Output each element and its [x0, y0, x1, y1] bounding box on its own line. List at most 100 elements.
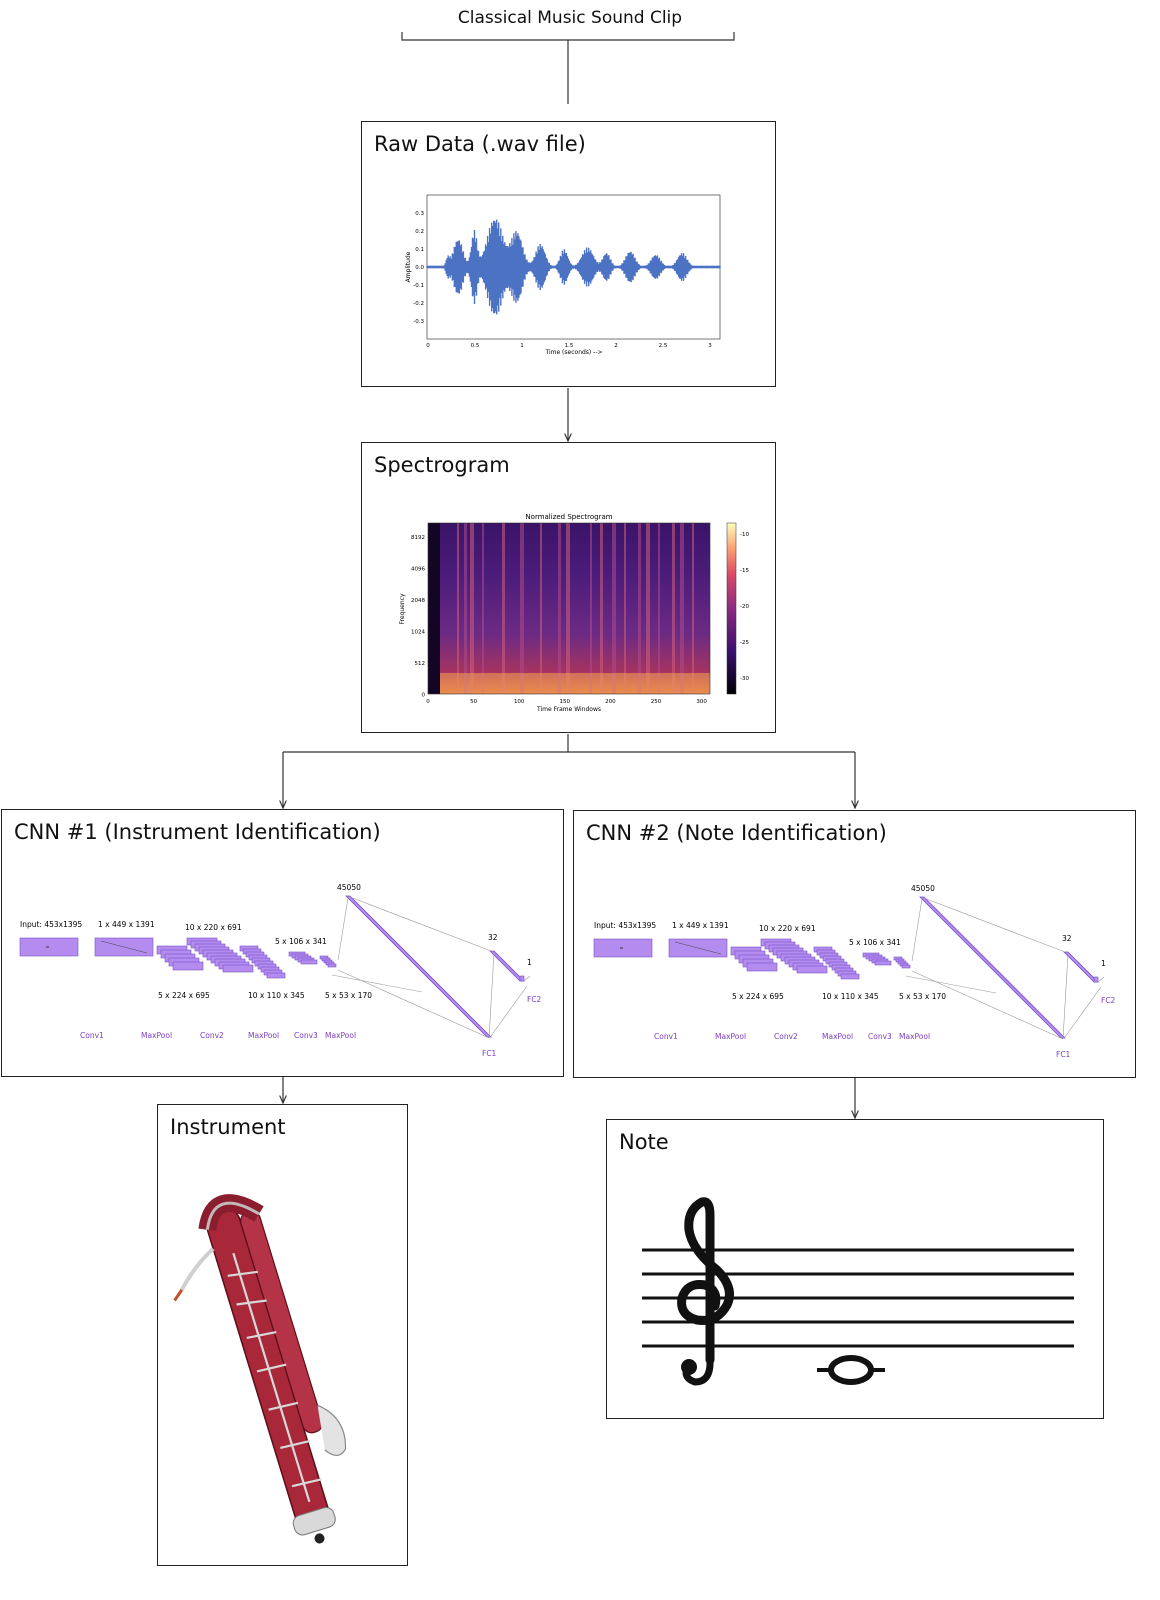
conv-stack-c — [300, 959, 318, 965]
pool-stack-c — [901, 964, 911, 969]
cnn2-box: CNN #2 (Note Identification) Input: 453x… — [573, 810, 1136, 1078]
raw-y-tick: -0.3 — [413, 319, 424, 325]
spectrogram-band — [600, 523, 603, 694]
cnn2-fc1-size: 45050 — [911, 884, 935, 893]
staff-notation — [642, 1197, 1074, 1386]
cnn2-out-size: 1 — [1101, 959, 1106, 968]
spectrogram-band — [464, 523, 467, 694]
spec-y-tick: 512 — [415, 661, 426, 667]
cnn2-l4-label: 5 x 224 x 695 — [732, 992, 784, 1001]
spectrogram-band — [502, 523, 505, 694]
cnn2-l6-label: 5 x 53 x 170 — [899, 992, 946, 1001]
cnn1-op-conv3: Conv3 — [294, 1031, 318, 1040]
spectrogram-band — [482, 523, 484, 694]
raw-x-tick: 0.5 — [471, 343, 480, 349]
spec-y-tick: 8192 — [411, 535, 425, 541]
waveform-trace — [426, 219, 721, 315]
fc1-layer — [919, 896, 1066, 1039]
cnn1-l5-label: 10 x 110 x 345 — [248, 991, 305, 1000]
spectrogram-band — [590, 523, 592, 694]
cnn2-op-conv3: Conv3 — [868, 1032, 892, 1041]
cnn1-op-conv2: Conv2 — [200, 1031, 224, 1040]
raw-data-title: Raw Data (.wav file) — [374, 132, 586, 156]
spectrogram-band — [692, 523, 694, 694]
spec-x-label: Time Frame Windows — [536, 706, 601, 713]
spec-x-ticks: 0 50 100 150 200 250 300 — [426, 699, 707, 705]
cnn2-l2-label: 10 x 220 x 691 — [759, 924, 816, 933]
spec-y-label: Frequency — [399, 593, 406, 624]
waveform-series — [426, 219, 721, 315]
pool-stack-c — [327, 963, 337, 968]
cnn2-op-conv2: Conv2 — [774, 1032, 798, 1041]
raw-x-tick: 2 — [614, 343, 618, 349]
conv-stack-a — [746, 962, 778, 972]
spectrogram-band — [612, 523, 616, 694]
cnn1-op-conv1: Conv1 — [80, 1031, 104, 1040]
spectrogram-band — [540, 523, 542, 694]
waveform-plot: 0.3 0.2 0.1 0.0 -0.1 -0.2 -0.3 0 0.5 1 1.5 2 2.5 3 A… — [405, 194, 721, 356]
note-box: Note — [606, 1119, 1104, 1419]
cnn2-op-maxpool3: MaxPool — [899, 1032, 930, 1041]
spec-x-tick: 50 — [470, 699, 477, 705]
colorbar-tick: -30 — [740, 676, 749, 682]
note-title: Note — [619, 1130, 669, 1154]
raw-y-tick: 0.2 — [415, 229, 424, 235]
cnn1-title: CNN #1 (Instrument Identification) — [14, 820, 381, 844]
spectrogram-band — [646, 523, 650, 694]
fc2-layer — [489, 950, 525, 982]
cnn2-network-shapes — [593, 896, 1105, 1040]
treble-clef-icon — [677, 1197, 734, 1386]
cnn1-network-shapes — [19, 895, 531, 1039]
colorbar-tick: -20 — [740, 604, 749, 610]
cnn1-architecture: Input: 453x1395 1 x 449 x 1391 10 x 220 … — [19, 883, 542, 1058]
raw-y-ticks: 0.3 0.2 0.1 0.0 -0.1 -0.2 -0.3 — [413, 211, 424, 325]
cnn1-l1-label: 1 x 449 x 1391 — [98, 920, 155, 929]
raw-x-tick: 2.5 — [659, 343, 668, 349]
cnn1-fc2-size: 32 — [488, 933, 498, 942]
raw-y-tick: 0.1 — [415, 247, 424, 253]
cnn1-op-maxpool1: MaxPool — [141, 1031, 172, 1040]
raw-x-ticks: 0 0.5 1 1.5 2 2.5 3 — [426, 343, 712, 349]
raw-x-tick: 1.5 — [565, 343, 574, 349]
spectrogram-box: Spectrogram Normalized Spectrogram — [361, 442, 776, 733]
raw-y-tick: -0.1 — [413, 283, 424, 289]
raw-data-box: Raw Data (.wav file) 0.3 0.2 0.1 0.0 -0.1 -0.… — [361, 121, 776, 387]
output-layer — [519, 975, 525, 982]
spectrogram-bright-bands — [440, 523, 710, 694]
cnn2-l3-label: 5 x 106 x 341 — [849, 938, 901, 947]
cnn2-l5-label: 10 x 110 x 345 — [822, 992, 879, 1001]
bassoon-image — [173, 1194, 347, 1544]
raw-x-tick: 3 — [708, 343, 712, 349]
colorbar-tick: -10 — [740, 532, 749, 538]
cnn1-l6-label: 5 x 53 x 170 — [325, 991, 372, 1000]
cnn2-title: CNN #2 (Note Identification) — [586, 821, 887, 845]
spectrogram-band — [638, 523, 641, 694]
raw-y-tick: 0.3 — [415, 211, 424, 217]
spectrogram-band — [680, 523, 684, 694]
raw-y-tick: -0.2 — [413, 301, 424, 307]
spectrogram-title: Spectrogram — [374, 453, 510, 477]
cnn1-op-maxpool3: MaxPool — [325, 1031, 356, 1040]
fc1-layer — [345, 895, 492, 1038]
cnn2-fc1-label: FC1 — [1056, 1050, 1071, 1059]
instrument-title: Instrument — [170, 1115, 286, 1139]
spectrogram-band — [470, 523, 474, 694]
colorbar — [726, 522, 737, 695]
cnn2-op-maxpool2: MaxPool — [822, 1032, 853, 1041]
spec-y-tick: 4096 — [411, 567, 425, 573]
pool-stack-b — [266, 972, 286, 979]
cnn2-fc2-size: 32 — [1062, 934, 1072, 943]
colorbar-ticks: -10 -15 -20 -25 -30 — [740, 532, 749, 682]
spectrogram-band — [672, 523, 675, 694]
cnn1-op-maxpool2: MaxPool — [248, 1031, 279, 1040]
cnn1-l4-label: 5 x 224 x 695 — [158, 991, 210, 1000]
spec-x-tick: 0 — [426, 699, 430, 705]
spec-y-tick: 1024 — [411, 630, 425, 636]
spec-y-ticks: 8192 4096 2048 1024 512 0 — [411, 535, 426, 699]
cnn2-l1-label: 1 x 449 x 1391 — [672, 921, 729, 930]
spectrogram-band — [520, 523, 524, 694]
spectrogram-dark-band — [428, 523, 440, 694]
spectrogram-plot-title: Normalized Spectrogram — [525, 513, 612, 521]
raw-x-tick: 0 — [426, 343, 430, 349]
